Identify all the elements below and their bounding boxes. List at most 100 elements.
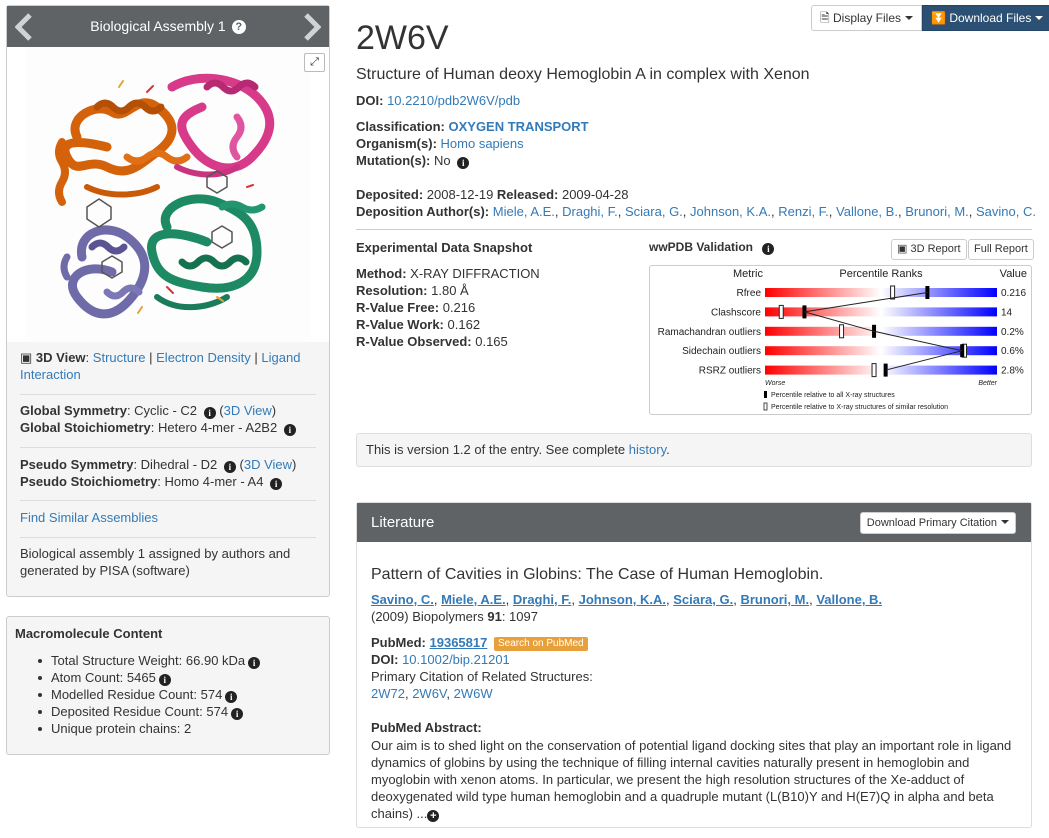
- info-icon[interactable]: i: [762, 243, 775, 255]
- released-date: 2009-04-28: [561, 187, 629, 202]
- percentile-line: [804, 292, 963, 371]
- percentile-header: Percentile Ranks: [839, 268, 923, 280]
- percentile-bar: [765, 365, 997, 375]
- percentile-bar: [765, 307, 997, 317]
- author-link[interactable]: Brunori, M.: [905, 204, 969, 219]
- percentile-bar: [765, 288, 997, 297]
- related-structure-link[interactable]: 2W6W: [453, 686, 493, 701]
- citation-doi-row: DOI: 10.1002/bip.21201: [371, 652, 510, 667]
- snapshot-title: Experimental Data Snapshot: [356, 240, 533, 255]
- organism-link[interactable]: Homo sapiens: [440, 136, 524, 151]
- validation-title: wwPDB Validation i: [649, 240, 775, 255]
- doi-link[interactable]: 10.2210/pdb2W6V/pdb: [387, 93, 521, 108]
- info-icon[interactable]: i: [225, 691, 238, 703]
- caret-down-icon: [1035, 16, 1044, 20]
- related-structure-link[interactable]: 2W6V: [412, 686, 447, 701]
- snapshot-list: Method: X-RAY DIFFRACTION Resolution: 1.8…: [356, 265, 540, 350]
- download-files-button[interactable]: ⏬ Download Files: [922, 5, 1049, 31]
- info-icon[interactable]: i: [283, 424, 296, 436]
- metric-value: 0.216: [1001, 288, 1026, 299]
- info-icon[interactable]: i: [270, 478, 283, 490]
- marker-all: [925, 286, 930, 299]
- info-icon[interactable]: i: [231, 708, 244, 720]
- worse-label: Worse: [765, 380, 785, 387]
- snapshot-row: R-Value Observed: 0.165: [356, 334, 508, 349]
- organism-row: Organism(s): Homo sapiens: [356, 136, 524, 151]
- download-citation-button[interactable]: Download Primary Citation: [859, 512, 1016, 534]
- classification-link[interactable]: OXYGEN TRANSPORT: [448, 119, 589, 134]
- snapshot-row: Method: X-RAY DIFFRACTION: [356, 266, 540, 281]
- validation-slider[interactable]: Metric Percentile Ranks Value Rfree 0.216 Cla…: [649, 265, 1032, 415]
- structure-viewer[interactable]: ⤢: [7, 47, 329, 342]
- citation-author-link[interactable]: Savino, C.: [371, 592, 434, 607]
- info-icon[interactable]: i: [248, 657, 261, 669]
- legend-marker-all: [764, 391, 767, 398]
- expand-plus-icon[interactable]: +: [427, 810, 440, 822]
- citation-author-link[interactable]: Miele, A.E.: [441, 592, 506, 607]
- dates-row: Deposited: 2008-12-19 Released: 2009-04-…: [356, 187, 629, 202]
- global-symmetry-block: Global Symmetry: Cyclic - C2 i (3D View)…: [20, 402, 316, 436]
- history-link[interactable]: history: [628, 442, 667, 457]
- author-link[interactable]: Renzi, F.: [778, 204, 829, 219]
- author-link[interactable]: Johnson, K.A.: [690, 204, 771, 219]
- mutation-value: No: [434, 153, 451, 168]
- info-icon[interactable]: i: [223, 461, 236, 473]
- percentile-bar: [765, 346, 997, 356]
- legend-similar: Percentile relative to X-ray structures …: [771, 404, 948, 411]
- info-icon[interactable]: i: [457, 157, 470, 169]
- marker-similar: [839, 324, 845, 339]
- chevron-right-icon[interactable]: [297, 6, 327, 47]
- snapshot-row: R-Value Free: 0.216: [356, 300, 476, 315]
- better-label: Better: [978, 380, 997, 387]
- citation-author-link[interactable]: Vallone, B.: [816, 592, 883, 607]
- classification-row: Classification: OXYGEN TRANSPORT: [356, 119, 589, 134]
- author-link[interactable]: Draghi, F.: [562, 204, 618, 219]
- info-icon[interactable]: i: [158, 674, 171, 686]
- citation-author-link[interactable]: Johnson, K.A.: [578, 592, 667, 607]
- literature-panel: Literature Download Primary Citation Pat…: [356, 502, 1032, 828]
- info-icon[interactable]: i: [203, 407, 216, 419]
- chevron-left-icon[interactable]: [9, 6, 39, 47]
- display-files-button[interactable]: 🗎 Display Files: [811, 5, 923, 31]
- author-link[interactable]: Vallone, B.: [836, 204, 898, 219]
- divider: [20, 537, 316, 538]
- related-label: Primary Citation of Related Structures:: [371, 669, 593, 684]
- citation-author-link[interactable]: Draghi, F.: [512, 592, 572, 607]
- file-icon: 🗎: [820, 11, 830, 25]
- link-ligand-interaction[interactable]: Ligand Interaction: [20, 350, 301, 382]
- expand-icon[interactable]: ⤢: [304, 53, 325, 72]
- deposition-authors-row: Deposition Author(s): Miele, A.E., Dragh…: [356, 204, 1036, 219]
- version-notice: This is version 1.2 of the entry. See co…: [356, 433, 1032, 467]
- legend-marker-similar: [763, 402, 768, 411]
- citation-doi-link[interactable]: 10.1002/bip.21201: [402, 652, 510, 667]
- abstract-label: PubMed Abstract:: [371, 720, 482, 735]
- author-link[interactable]: Miele, A.E.: [492, 204, 555, 219]
- macromolecule-list: Total Structure Weight: 66.90 kDa i Atom C…: [37, 652, 261, 737]
- metric-label: Sidechain outliers: [682, 346, 761, 357]
- entry-title: Structure of Human deoxy Hemoglobin A in…: [356, 66, 810, 83]
- caret-down-icon: [1001, 520, 1009, 524]
- related-structure-link[interactable]: 2W72: [371, 686, 405, 701]
- citation-author-link[interactable]: Brunori, M.: [740, 592, 810, 607]
- pubmed-link[interactable]: 19365817: [429, 635, 488, 650]
- find-similar-link[interactable]: Find Similar Assemblies: [20, 510, 158, 525]
- metric-value: 0.6%: [1001, 346, 1024, 357]
- 3d-report-button[interactable]: ▣ 3D Report: [891, 239, 967, 260]
- author-link[interactable]: Sciara, G.: [625, 204, 683, 219]
- pseudo-symmetry-label: Pseudo Symmetry: [20, 457, 134, 472]
- legend-all: Percentile relative to all X-ray structu…: [771, 392, 895, 399]
- author-link[interactable]: Savino, C.: [976, 204, 1036, 219]
- link-pseudo-3d-view[interactable]: 3D View: [243, 457, 293, 472]
- entry-doi: DOI: 10.2210/pdb2W6V/pdb: [356, 93, 521, 108]
- link-electron-density[interactable]: Electron Density: [156, 350, 251, 365]
- mutation-row: Mutation(s): No i: [356, 152, 470, 169]
- deposition-authors: Miele, A.E., Draghi, F., Sciara, G., Joh…: [492, 204, 1036, 219]
- macromolecule-item: Deposited Residue Count: 574 i: [37, 703, 260, 720]
- full-report-button[interactable]: Full Report: [968, 239, 1034, 260]
- citation-author-link[interactable]: Sciara, G.: [673, 592, 734, 607]
- search-pubmed-button[interactable]: Search on PubMed: [493, 637, 588, 651]
- help-icon[interactable]: ?: [231, 20, 246, 34]
- percentile-bar: [765, 326, 997, 336]
- link-structure[interactable]: Structure: [92, 350, 146, 365]
- link-global-3d-view[interactable]: 3D View: [223, 403, 272, 418]
